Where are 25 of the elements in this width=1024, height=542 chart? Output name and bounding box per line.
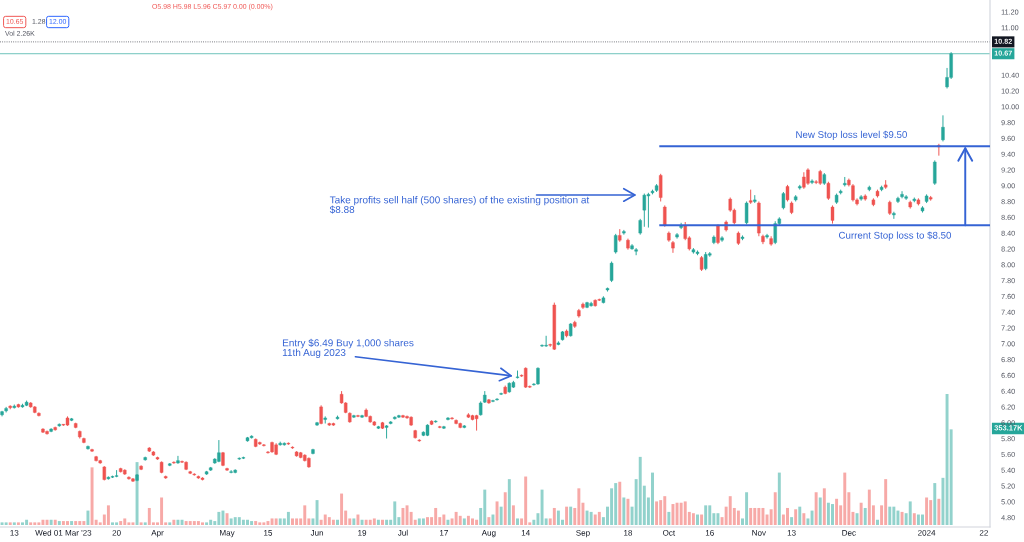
x-tick-label: Apr (151, 530, 164, 538)
x-tick-label: Jun (310, 530, 324, 536)
ref-line-label: Current Stop loss to $8.50 (838, 231, 952, 241)
x-tick-label: 15 (264, 530, 273, 536)
x-tick-label: 2024 (918, 529, 936, 536)
annotation: Entry $6.49 Buy 1,000 shares 11th Aug 2023 (282, 338, 414, 359)
x-tick-label: 13 (10, 529, 19, 536)
x-tick-label: 20 (112, 529, 121, 536)
x-tick-label: May (220, 530, 235, 538)
x-tick-label: Aug (481, 530, 496, 538)
x-tick-label: 14 (521, 530, 530, 536)
x-tick-label: Wed 01 Mar '23 (35, 529, 92, 536)
x-tick-label: 17 (440, 530, 448, 536)
x-tick-label: Sep (576, 529, 590, 538)
x-tick-label: Oct (662, 529, 676, 536)
x-tick-label: Jul (397, 529, 408, 536)
x-tick-label: 13 (787, 529, 796, 536)
x-tick-label: 22 (979, 529, 988, 536)
x-tick-label: Dec (842, 530, 856, 536)
x-tick-label: Nov (752, 530, 766, 536)
annotation: Take profits sell half (500 shares) of the existing position at $8.88 (329, 196, 590, 214)
x-tick-label: 18 (624, 529, 633, 536)
x-tick-label: 16 (705, 529, 714, 536)
ref-line-label: New Stop loss level $9.50 (796, 130, 907, 140)
x-tick-label: 19 (358, 529, 367, 536)
